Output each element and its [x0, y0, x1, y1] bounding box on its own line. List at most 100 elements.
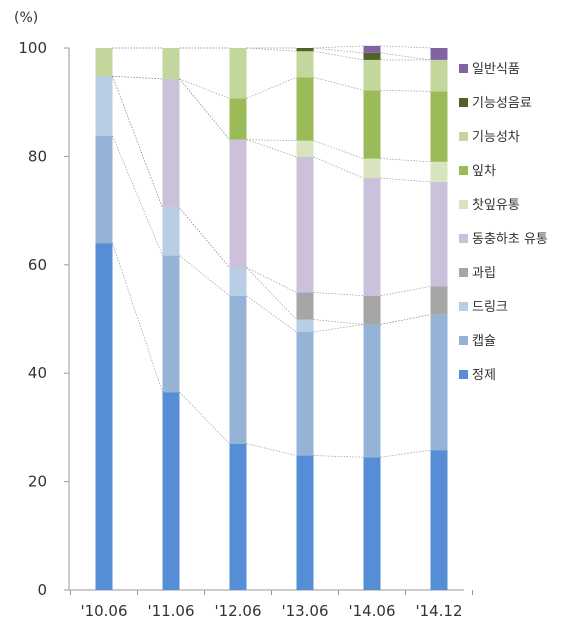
connector-line	[112, 76, 163, 208]
legend-label: 동충하초 유통	[472, 232, 548, 247]
connector-line	[313, 140, 364, 159]
legend-swatch	[459, 370, 468, 379]
bar-segment	[430, 314, 448, 451]
legend-label: 드링크	[472, 300, 508, 315]
connector-line	[380, 89, 431, 92]
connector-line	[380, 449, 431, 458]
bar-segment	[363, 178, 381, 296]
x-tick-label: '14.06	[348, 602, 395, 620]
connector-line	[313, 45, 364, 49]
connector-line	[246, 295, 297, 333]
connector-line	[313, 50, 364, 61]
connector-line	[112, 75, 163, 80]
legend-label: 과립	[472, 266, 496, 281]
connector-line	[179, 207, 230, 268]
legend-label: 일반식품	[472, 62, 520, 77]
bar-segment	[229, 267, 247, 296]
bar-segment	[95, 76, 113, 136]
bar-segment	[229, 139, 247, 268]
legend-label: 정제	[472, 368, 496, 383]
connector-line	[112, 135, 163, 256]
bar-segment	[430, 286, 448, 315]
y-tick-label: 80	[28, 147, 47, 165]
legend-label: 찻잎유통	[472, 198, 520, 213]
connector-line	[380, 45, 431, 49]
x-tick-label: '12.06	[214, 602, 261, 620]
connector-line	[313, 156, 364, 179]
bar-segment	[229, 98, 247, 140]
x-tick-label: '14.12	[415, 602, 462, 620]
legend-swatch	[459, 166, 468, 175]
bar-segment	[229, 443, 247, 590]
x-tick-label: '13.06	[281, 602, 328, 620]
bar-segment	[363, 45, 381, 53]
bar-segment	[430, 161, 448, 182]
bar-segment	[95, 135, 113, 244]
connector-line	[313, 455, 364, 458]
connector-line	[313, 324, 364, 333]
connector-line	[112, 243, 163, 393]
bar-segment	[363, 59, 381, 91]
bar-segment	[296, 140, 314, 157]
bar-segment	[162, 207, 180, 256]
bar-segment	[162, 78, 180, 208]
bar-segment	[296, 156, 314, 293]
legend-swatch	[459, 268, 468, 277]
connector-line	[313, 76, 364, 91]
connector-line	[179, 255, 230, 296]
bar-segment	[363, 90, 381, 159]
bar-segment	[430, 48, 448, 60]
y-tick-label: 0	[37, 581, 47, 599]
bar-segment	[430, 450, 448, 590]
legend-swatch	[459, 98, 468, 107]
legend-swatch	[459, 302, 468, 311]
bar-segment	[95, 243, 113, 590]
connector-line	[246, 76, 297, 99]
legend-swatch	[459, 64, 468, 73]
y-tick-label: 100	[18, 39, 47, 57]
bar-segment	[363, 158, 381, 179]
legend-swatch	[459, 234, 468, 243]
bar-segment	[229, 48, 247, 99]
bar-segment	[162, 48, 180, 79]
bar-segment	[296, 48, 314, 52]
bar-segment	[430, 181, 448, 287]
legend-label: 기능성차	[472, 130, 520, 145]
bars	[95, 45, 448, 590]
bar-segment	[363, 324, 381, 458]
bar-segment	[430, 91, 448, 162]
y-unit-label: (%)	[14, 10, 38, 26]
y-tick-label: 20	[28, 473, 47, 491]
connector-line	[380, 52, 431, 61]
legend-label: 캡슐	[472, 334, 496, 349]
connector-line	[246, 267, 297, 293]
axes: 0 20 40 60 80 100 '10.06 '11.06 '12.06 '13.06 '14.…	[18, 39, 473, 620]
bar-segment	[229, 295, 247, 444]
bar-segment	[296, 455, 314, 590]
connector-line	[246, 267, 297, 320]
legend-swatch	[459, 132, 468, 141]
connector-line	[179, 391, 230, 444]
legend-label: 기능성음료	[472, 96, 532, 111]
bar-segment	[296, 77, 314, 141]
connector-line	[380, 158, 431, 163]
x-tick-label: '11.06	[147, 602, 194, 620]
legend-swatch	[459, 336, 468, 345]
connector-line	[313, 47, 364, 54]
bar-segment	[363, 457, 381, 590]
connector-line	[380, 177, 431, 183]
connector-line	[313, 319, 364, 325]
bar-segment	[296, 319, 314, 333]
connector-line	[246, 139, 297, 141]
connector-line	[313, 292, 364, 296]
bar-segment	[296, 292, 314, 320]
y-tick-label: 40	[28, 364, 47, 382]
legend-swatch	[459, 200, 468, 209]
bar-segment	[363, 52, 381, 60]
bar-segment	[296, 332, 314, 456]
bar-segment	[95, 48, 113, 77]
connector-lines	[112, 45, 431, 458]
